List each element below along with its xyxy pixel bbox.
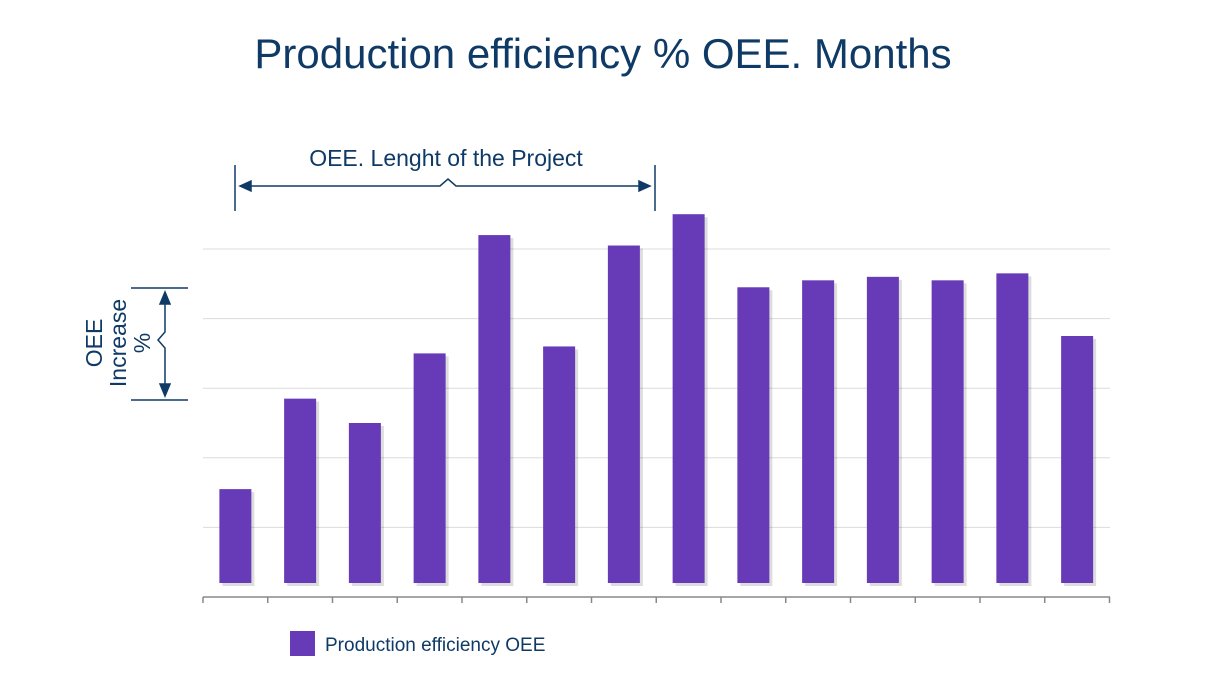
bar	[348, 423, 381, 583]
oee-increase-label-line: OEE	[81, 319, 107, 368]
legend-label: Production efficiency OEE	[325, 635, 545, 656]
bar	[607, 245, 640, 583]
bars	[219, 214, 1097, 586]
bar	[413, 353, 446, 583]
bar	[219, 489, 252, 583]
oee-increase-label-line: Increase	[105, 299, 131, 387]
bar	[1061, 336, 1094, 583]
project-length-label: OEE. Lenght of the Project	[309, 145, 583, 171]
bar	[866, 276, 899, 583]
oee-increase-label-line: %	[129, 333, 155, 353]
bar	[284, 398, 317, 583]
bar	[996, 273, 1029, 583]
bar	[931, 280, 964, 583]
bar	[672, 214, 705, 583]
oee-increase-annotation	[131, 287, 188, 401]
bar	[802, 280, 835, 583]
oee-increase-label: OEE Increase %	[81, 299, 155, 387]
bar	[737, 287, 770, 583]
x-axis	[202, 596, 1111, 603]
bar	[543, 346, 576, 583]
gridlines	[203, 248, 1110, 528]
bar	[478, 235, 511, 583]
chart-title: Production efficiency % OEE. Months	[254, 30, 951, 77]
project-length-annotation	[234, 165, 656, 211]
legend-swatch	[290, 631, 315, 656]
